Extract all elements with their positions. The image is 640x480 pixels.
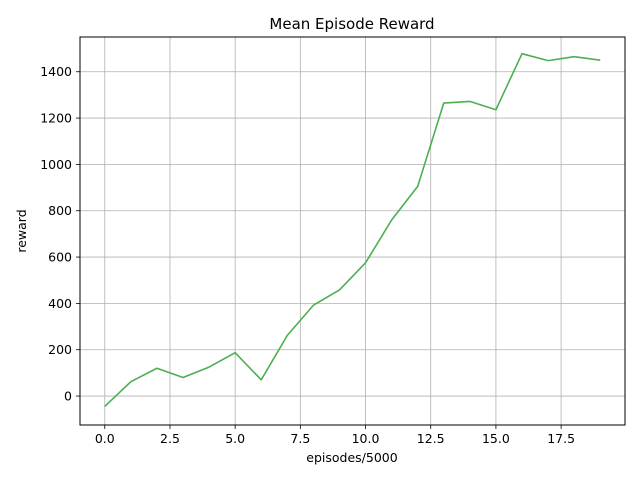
series-layer (104, 52, 601, 408)
x-axis-ticks: 0.0 2.5 5.0 7.5 10.0 12.5 15.0 17.5 (95, 425, 575, 446)
x-tick-label: 7.5 (290, 431, 310, 446)
y-axis-ticks: 0 200 400 600 800 1000 1200 1400 (40, 64, 80, 404)
x-tick-label: 0.0 (95, 431, 115, 446)
x-tick-label: 2.5 (160, 431, 180, 446)
chart-title: Mean Episode Reward (269, 15, 434, 33)
y-tick-label: 1000 (40, 157, 72, 172)
y-tick-label: 1200 (40, 111, 72, 126)
x-tick-label: 10.0 (352, 431, 380, 446)
x-tick-label: 12.5 (417, 431, 445, 446)
plot-frame (79, 36, 626, 426)
y-tick-label: 0 (64, 389, 72, 404)
grid (80, 37, 625, 425)
reward-series-line (104, 52, 601, 408)
y-tick-label: 200 (48, 342, 72, 357)
y-tick-label: 800 (48, 203, 72, 218)
x-tick-label: 5.0 (225, 431, 245, 446)
y-tick-label: 1400 (40, 64, 72, 79)
y-axis-label: reward (14, 209, 29, 252)
y-tick-label: 400 (48, 296, 72, 311)
x-axis-label: episodes/5000 (306, 450, 397, 465)
y-tick-label: 600 (48, 250, 72, 265)
x-tick-label: 15.0 (482, 431, 510, 446)
x-tick-label: 17.5 (547, 431, 575, 446)
